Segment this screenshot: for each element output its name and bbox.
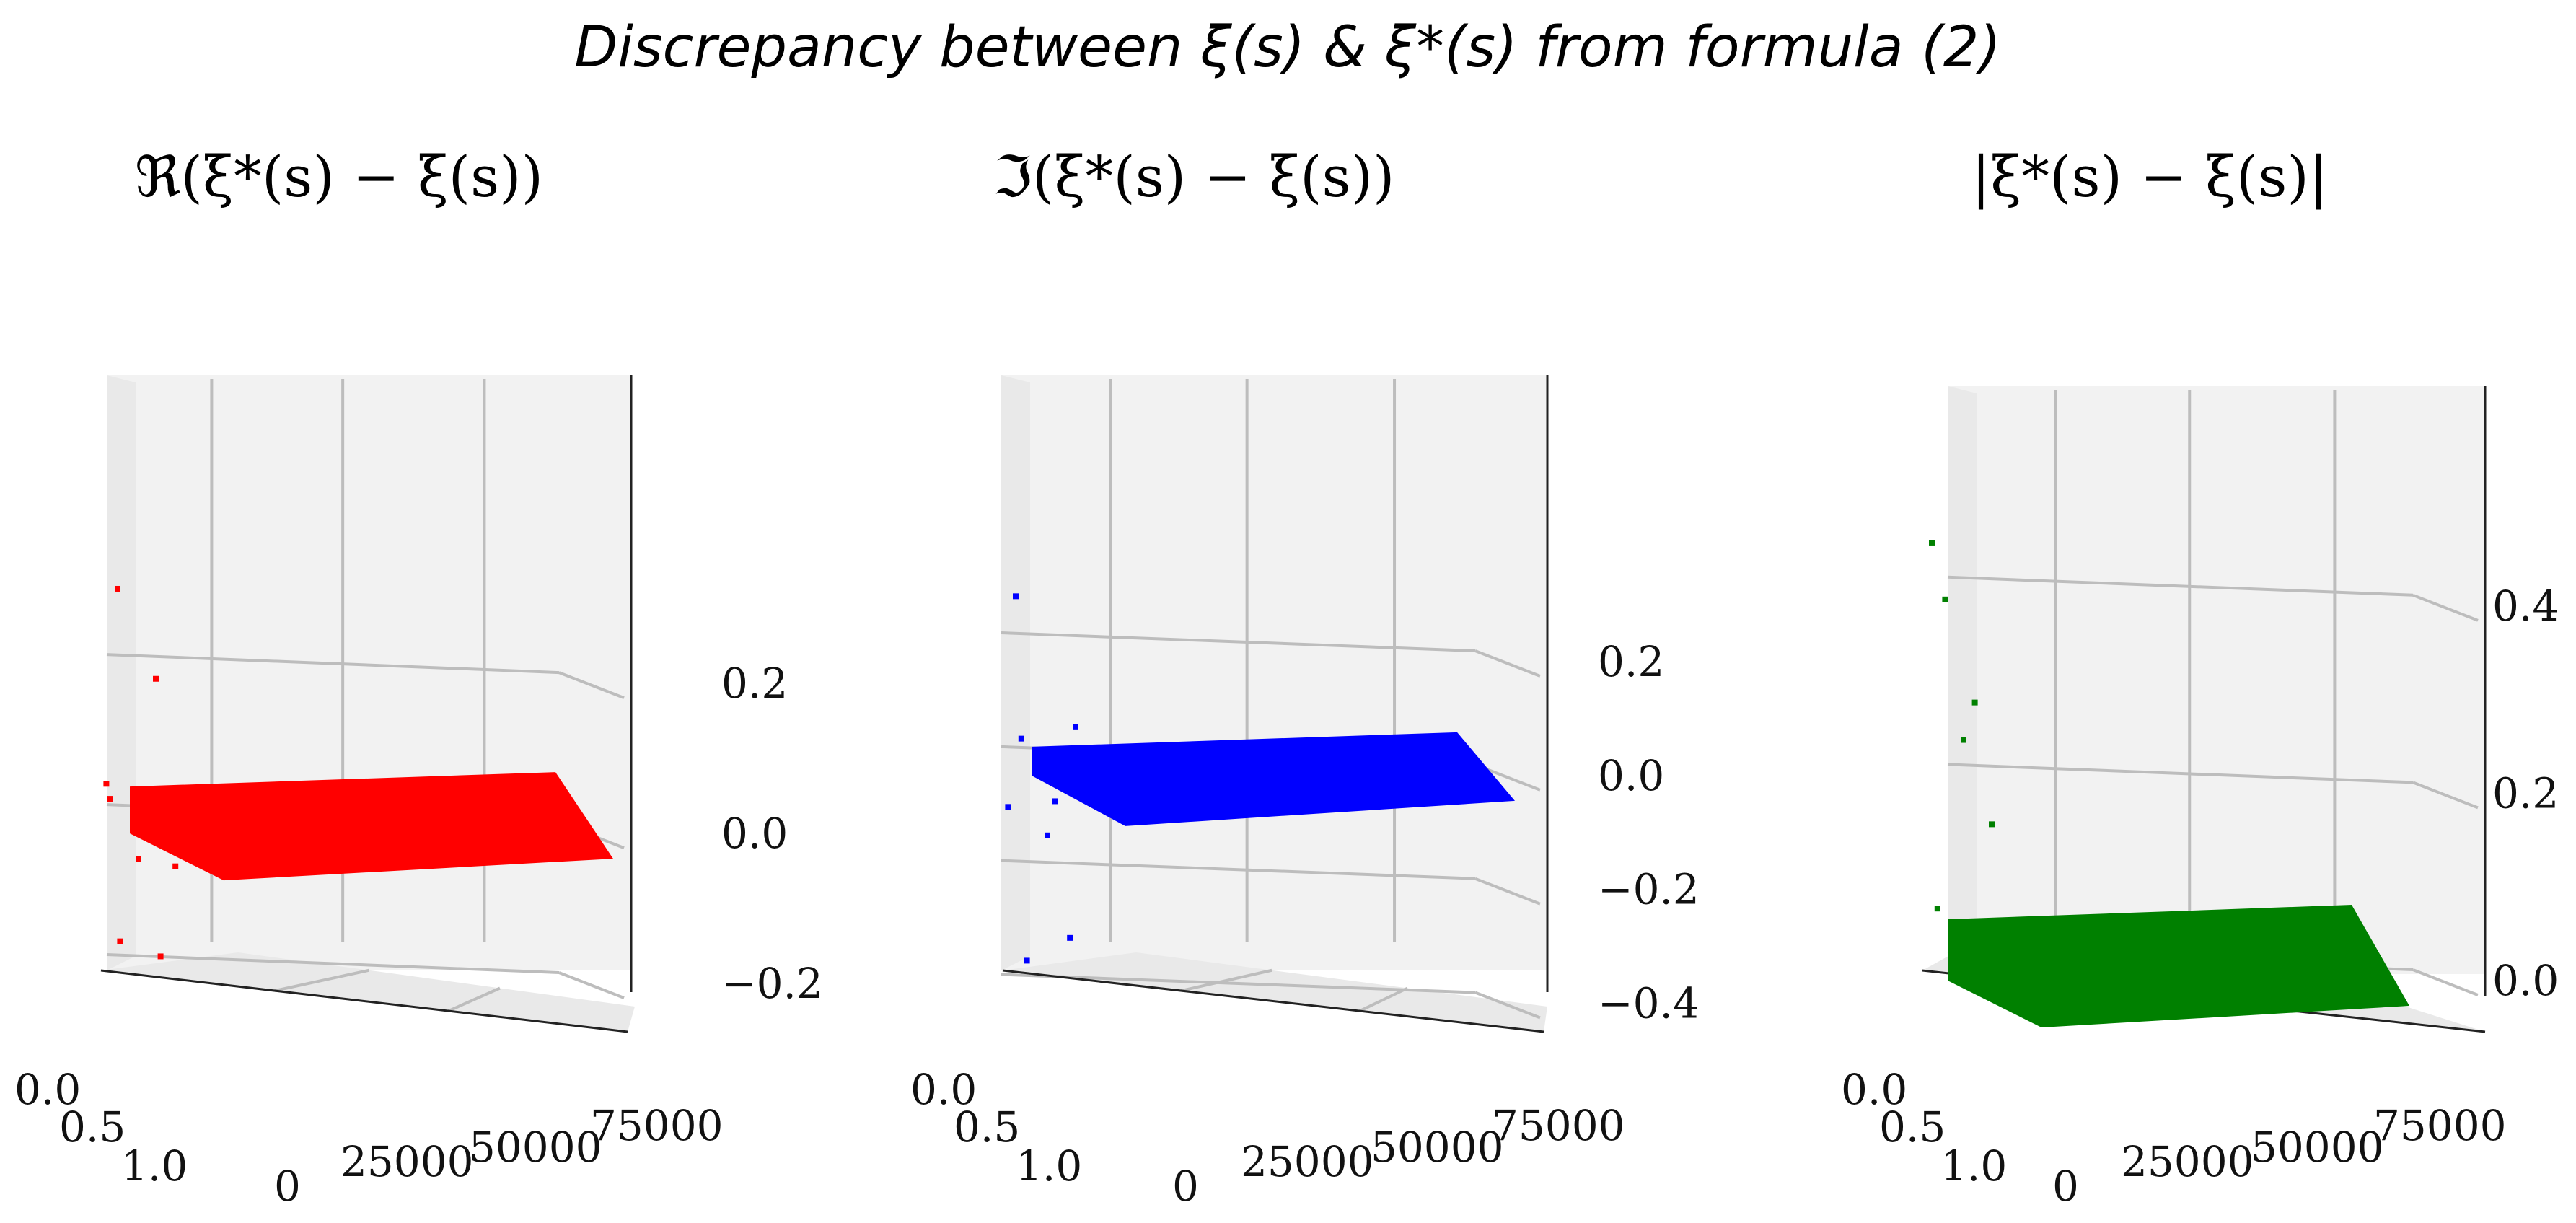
data-point [136,856,141,862]
back-pane [1001,375,1547,970]
y-tick-label: 75000 [2373,1101,2507,1150]
data-point [1942,596,1948,602]
y-tick-label: 25000 [2121,1137,2254,1186]
z-tick-label: −0.2 [1598,865,1700,914]
floor-pane [101,952,635,1032]
dense-surface [1032,732,1515,826]
data-point [117,938,123,944]
z-tick-label: −0.4 [1598,979,1700,1028]
x-tick-label: 1.0 [121,1141,188,1191]
data-point [157,953,164,960]
y-tick-label: 25000 [1241,1137,1374,1186]
y-tick-label: 75000 [590,1101,724,1150]
grid-line [1474,649,1541,678]
y-tick-label: 0 [1172,1162,1199,1211]
grid-line [106,653,560,675]
subplot-title: ℜ(ξ*(s) − ξ(s)) [135,145,543,210]
grid-line [2412,781,2479,810]
data-point [1961,737,1966,743]
y-axis-line [1002,969,1544,1033]
grid-line [2412,968,2479,996]
x-tick-label: 0.0 [910,1065,977,1114]
data-point [1013,593,1019,600]
subplot-title: |ξ*(s) − ξ(s)| [1971,145,2328,210]
data-point [1955,924,1961,931]
y-tick-label: 0 [2052,1162,2079,1211]
figure-title: Discrepancy between ξ(s) & ξ*(s) from fo… [574,15,2001,80]
z-tick-label: 0.4 [2492,582,2559,631]
grid-line [1947,575,2414,597]
side-pane [107,375,136,970]
side-pane [1001,375,1030,970]
subplot-1: ℜ(ξ*(s) − ξ(s))−0.20.00.20.00.51.0 0 25000… [14,145,823,1211]
data-point [1073,724,1078,730]
grid-line [1181,968,1272,993]
data-point [1024,957,1030,964]
data-point [1018,735,1024,742]
grid-line [1001,631,1476,653]
y-tick-label: 50000 [1371,1123,1504,1172]
grid-line [1947,763,2414,784]
x-tick-label: 1.0 [1940,1141,2007,1191]
data-point [1934,906,1940,912]
y-tick-label: 50000 [2251,1123,2384,1172]
y-axis-line [100,969,628,1033]
data-point [115,585,120,592]
subplot-3: |ξ*(s) − ξ(s)|0.00.20.40.00.51.0 0 2500050… [1841,145,2559,1211]
x-tick-label: 0.5 [59,1103,126,1152]
data-point [1045,832,1050,838]
z-tick-label: 0.0 [721,809,788,858]
grid-line [2412,593,2479,622]
subplot-2: ℑ(ξ*(s) − ξ(s))−0.4−0.20.00.20.00.51.0 0 2… [910,145,1700,1211]
z-tick-label: −0.2 [721,959,823,1008]
data-point [1977,934,1984,940]
grid-line [1001,859,1476,880]
dense-surface [130,772,613,881]
grid-line [1001,973,1476,994]
data-point [153,675,159,682]
x-tick-label: 0.5 [954,1103,1020,1152]
grid-line [558,971,625,999]
grid-line [1359,986,1409,1012]
x-tick-label: 0.0 [1841,1065,1907,1114]
x-tick-label: 0.5 [1879,1103,1946,1152]
data-point [172,863,179,869]
data-point [1971,699,1978,706]
x-tick-label: 1.0 [1016,1141,1082,1191]
y-tick-label: 75000 [1492,1101,1625,1150]
z-tick-label: 0.0 [2492,956,2559,1005]
data-point [103,781,110,787]
data-point [1052,798,1058,805]
data-point [1929,540,1935,546]
grid-line [447,986,501,1012]
z-tick-label: 0.0 [1598,751,1664,800]
grid-line [274,968,369,993]
grid-line [1474,991,1541,1020]
subplot-title: ℑ(ξ*(s) − ξ(s)) [993,145,1395,210]
z-tick-label: 0.2 [2492,768,2559,817]
y-tick-label: 0 [274,1162,301,1211]
z-tick-label: 0.2 [1598,637,1664,686]
data-point [1989,821,1995,828]
grid-line [558,671,625,700]
y-tick-label: 25000 [340,1137,474,1186]
z-tick-label: 0.2 [721,659,788,708]
data-point [1067,934,1073,941]
dense-surface [1948,905,2409,1028]
data-point [1005,804,1011,810]
side-pane [1948,386,1977,974]
y-tick-label: 50000 [469,1123,602,1172]
floor-pane [1003,952,1547,1032]
grid-line [1474,877,1541,906]
grid-line [106,953,560,975]
data-point [107,796,113,802]
x-tick-label: 0.0 [14,1065,81,1114]
back-pane [1948,386,2485,974]
